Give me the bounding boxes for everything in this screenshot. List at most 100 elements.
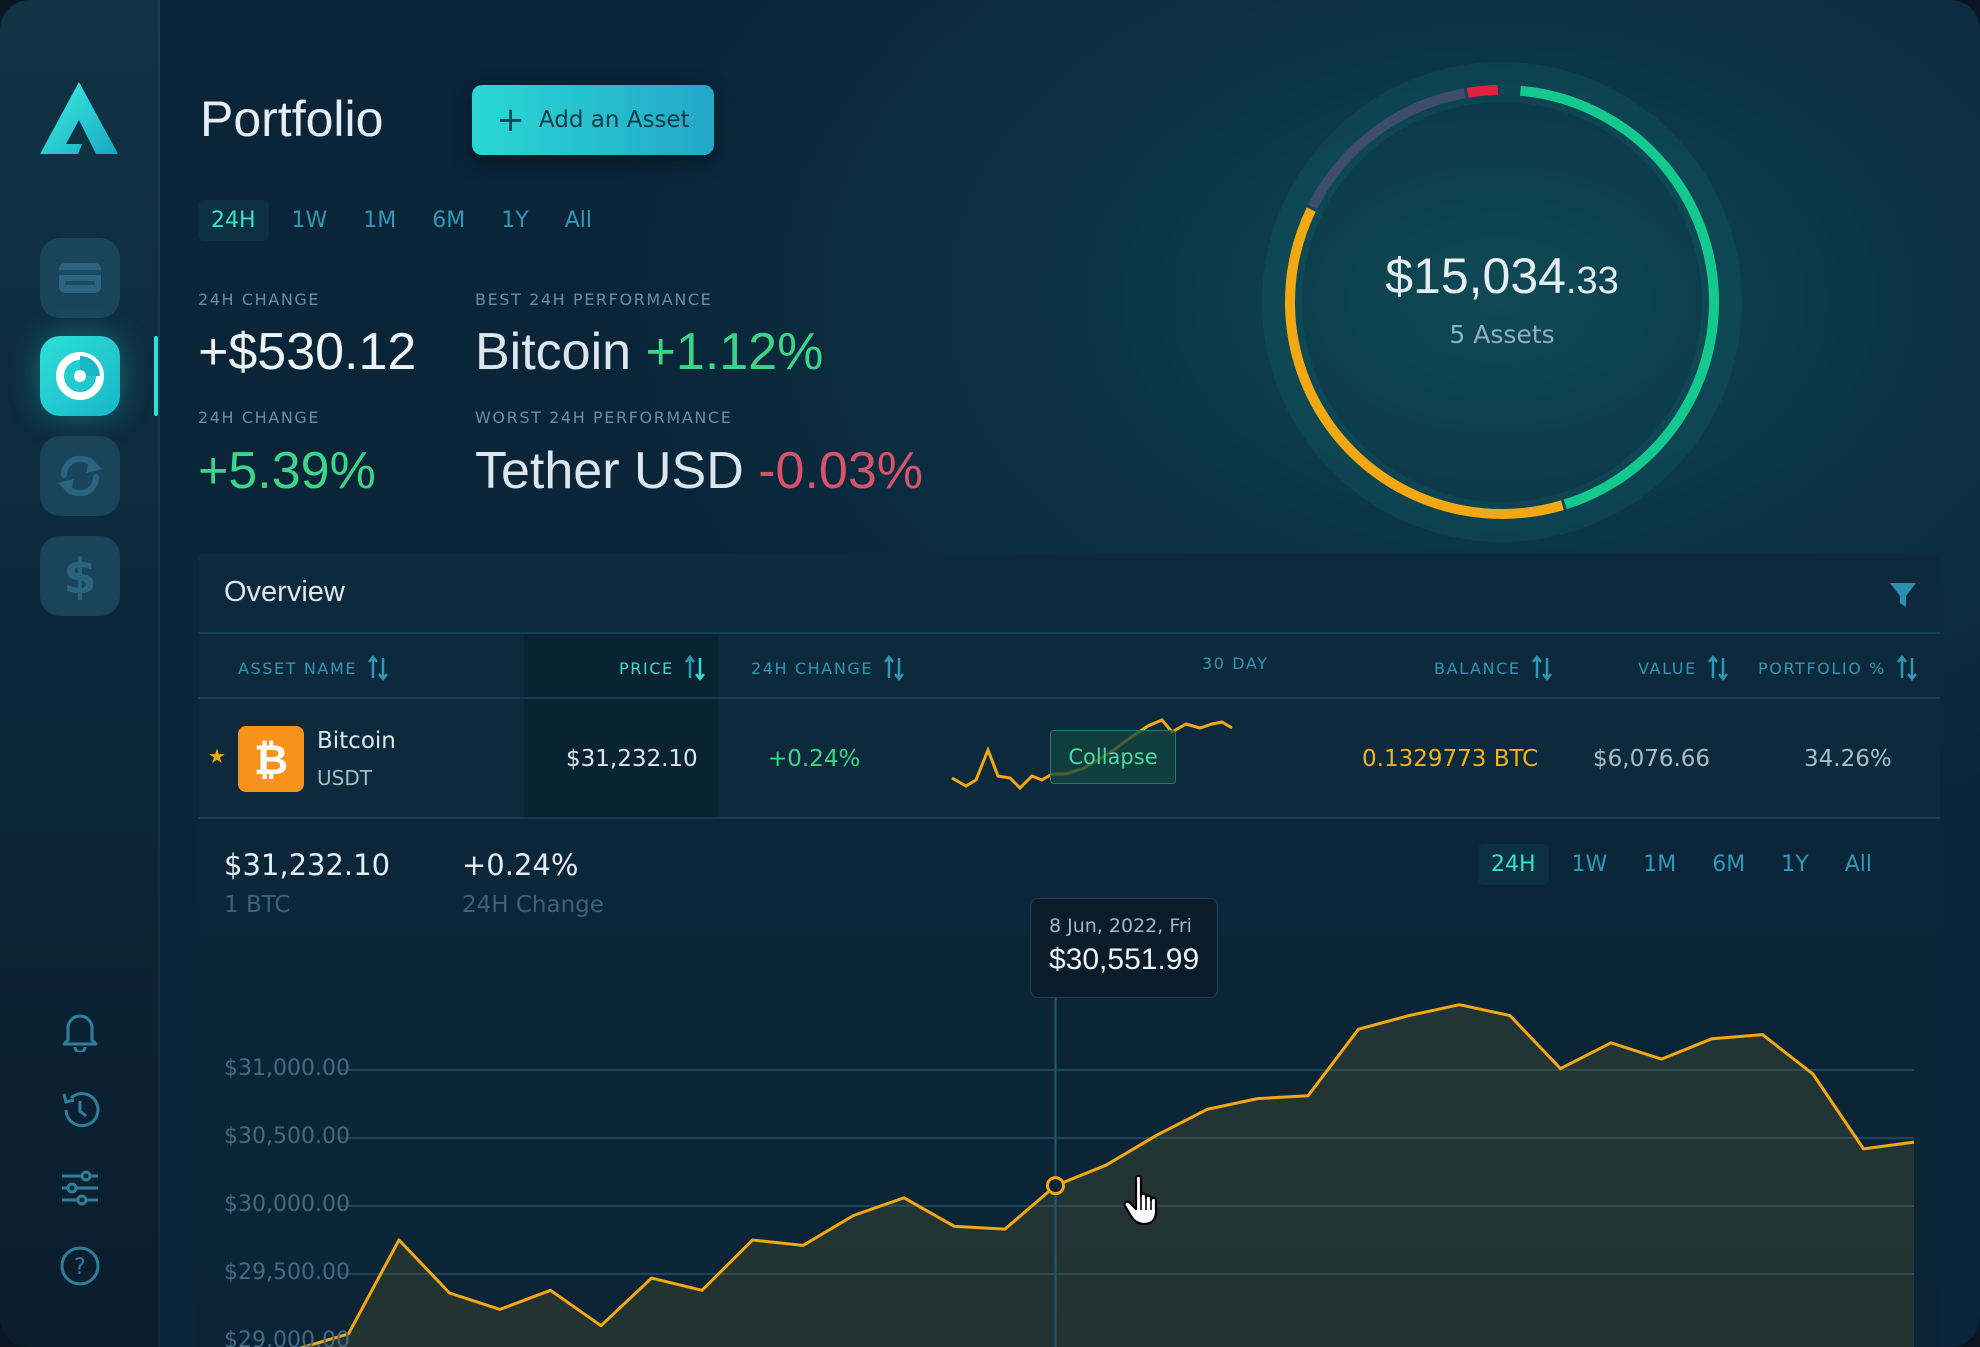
- best-asset-name: Bitcoin: [475, 323, 632, 381]
- svg-text:?: ?: [74, 1255, 86, 1280]
- header-divider: [198, 697, 1940, 699]
- history-button[interactable]: [54, 1084, 106, 1136]
- portfolio-total-cents: .33: [1565, 260, 1619, 302]
- history-icon: [62, 1092, 100, 1128]
- tooltip-value: $30,551.99: [1049, 943, 1200, 976]
- collapse-button[interactable]: Collapse: [1050, 730, 1176, 784]
- sort-icon: [1531, 654, 1552, 682]
- best-performance-label: BEST 24H PERFORMANCE: [475, 290, 713, 309]
- header-30-day-label: 30 DAY: [1202, 654, 1269, 673]
- y-tick-label: $29,500.00: [224, 1260, 350, 1285]
- row-divider: [198, 817, 1940, 819]
- chart-range-6m[interactable]: 6M: [1712, 852, 1746, 877]
- chart-tooltip: 8 Jun, 2022, Fri $30,551.99: [1030, 898, 1218, 998]
- asset-name[interactable]: Bitcoin: [317, 728, 396, 754]
- svg-text:$: $: [63, 551, 96, 601]
- chart-series-line: [298, 1003, 1915, 1347]
- bitcoin-logo-icon: ₿: [238, 726, 304, 792]
- chart-range-1m[interactable]: 1M: [1643, 852, 1677, 877]
- wallet-icon: [59, 263, 101, 293]
- asset-pair: USDT: [317, 766, 372, 790]
- worst-asset-change: -0.03%: [758, 442, 923, 500]
- highlight-point: [1046, 1176, 1065, 1196]
- add-asset-button[interactable]: + Add an Asset: [472, 85, 714, 155]
- y-tick-label: $30,000.00: [224, 1192, 350, 1217]
- filter-icon[interactable]: [1888, 580, 1918, 610]
- nav-exchange[interactable]: [40, 436, 120, 516]
- help-button[interactable]: ?: [54, 1240, 106, 1292]
- portfolio-range-tabs: 24H 1W 1M 6M 1Y All: [198, 200, 615, 241]
- header-value[interactable]: VALUE: [1638, 654, 1729, 682]
- favorite-star-icon[interactable]: ★: [208, 744, 226, 768]
- exchange-icon: [58, 455, 102, 497]
- y-tick-label: $29,000.00: [224, 1328, 350, 1347]
- chart-range-all[interactable]: All: [1844, 852, 1872, 877]
- sidebar: $: [0, 0, 160, 1347]
- notifications-button[interactable]: [54, 1004, 106, 1056]
- header-balance[interactable]: BALANCE: [1434, 654, 1553, 682]
- change-label: 24H CHANGE: [198, 290, 321, 309]
- donut-chart: [1262, 62, 1742, 542]
- change-pct-label: 24H CHANGE: [198, 408, 321, 427]
- header-balance-label: BALANCE: [1434, 658, 1521, 678]
- range-tab-all[interactable]: All: [564, 208, 592, 233]
- header-portfolio-pct-label: PORTFOLIO %: [1758, 658, 1886, 678]
- nav-dollar[interactable]: $: [40, 536, 120, 616]
- header-30-day: 30 DAY: [1202, 654, 1269, 673]
- dollar-icon: $: [63, 551, 96, 601]
- y-tick-label: $31,000.00: [224, 1056, 350, 1081]
- range-tab-6m[interactable]: 6M: [432, 208, 466, 233]
- overview-panel: Overview ASSET NAME PRICE 24H CHANGE 30 …: [198, 554, 1940, 1347]
- nav-wallet[interactable]: [40, 238, 120, 318]
- worst-performance-label: WORST 24H PERFORMANCE: [475, 408, 733, 427]
- asset-count: 5 Assets: [1449, 320, 1555, 349]
- chart-range-24h[interactable]: 24H: [1478, 844, 1549, 885]
- sort-icon: [1896, 654, 1917, 682]
- detail-unit: 1 BTC: [224, 892, 291, 918]
- price-column-highlight: [524, 634, 718, 819]
- portfolio-total: $15,034.33: [1262, 247, 1742, 305]
- range-tab-24h[interactable]: 24H: [198, 200, 269, 241]
- range-tab-1m[interactable]: 1M: [363, 208, 397, 233]
- app-logo[interactable]: [38, 80, 120, 156]
- chart-range-tabs: 24H 1W 1M 6M 1Y All: [1478, 844, 1895, 885]
- worst-asset-name: Tether USD: [475, 442, 744, 500]
- donut-segment: [1285, 84, 1719, 519]
- chart-area-fill: [298, 1004, 1914, 1347]
- sort-icon: [368, 654, 389, 682]
- header-price-label: PRICE: [619, 658, 674, 678]
- settings-button[interactable]: [54, 1162, 106, 1214]
- worst-performance: Tether USD -0.03%: [475, 441, 923, 501]
- change-value: +$530.12: [198, 323, 417, 381]
- header-value-label: VALUE: [1638, 658, 1697, 678]
- price-chart[interactable]: [198, 554, 1940, 1347]
- header-asset-name[interactable]: ASSET NAME: [238, 654, 389, 682]
- sliders-icon: [62, 1170, 98, 1206]
- asset-price: $31,232.10: [566, 746, 698, 772]
- header-24h-change-label: 24H CHANGE: [751, 658, 874, 678]
- header-portfolio-pct[interactable]: PORTFOLIO %: [1758, 654, 1918, 682]
- best-asset-change: +1.12%: [645, 323, 824, 381]
- detail-change-label: 24H Change: [462, 892, 604, 918]
- asset-portfolio-pct: 34.26%: [1804, 746, 1892, 772]
- donut-glow: [1262, 62, 1742, 542]
- asset-balance: 0.1329773 BTC: [1362, 746, 1539, 772]
- range-tab-1y[interactable]: 1Y: [501, 208, 529, 233]
- pie-chart-icon: [56, 352, 104, 400]
- range-tab-1w[interactable]: 1W: [291, 208, 328, 233]
- detail-change: +0.24%: [462, 848, 579, 882]
- chart-range-1y[interactable]: 1Y: [1781, 852, 1809, 877]
- header-24h-change[interactable]: 24H CHANGE: [751, 654, 905, 682]
- nav-portfolio[interactable]: [40, 336, 120, 416]
- header-price[interactable]: PRICE: [619, 654, 706, 682]
- asset-change: +0.24%: [768, 746, 861, 772]
- portfolio-donut[interactable]: $15,034.33 5 Assets: [1262, 62, 1742, 542]
- sort-icon: [884, 654, 905, 682]
- hand-cursor-icon: [1123, 1174, 1158, 1226]
- donut-segment: [1285, 84, 1719, 519]
- add-asset-label: Add an Asset: [538, 107, 690, 133]
- chart-range-1w[interactable]: 1W: [1571, 852, 1608, 877]
- y-tick-label: $30,500.00: [224, 1124, 350, 1149]
- overview-title: Overview: [224, 576, 345, 608]
